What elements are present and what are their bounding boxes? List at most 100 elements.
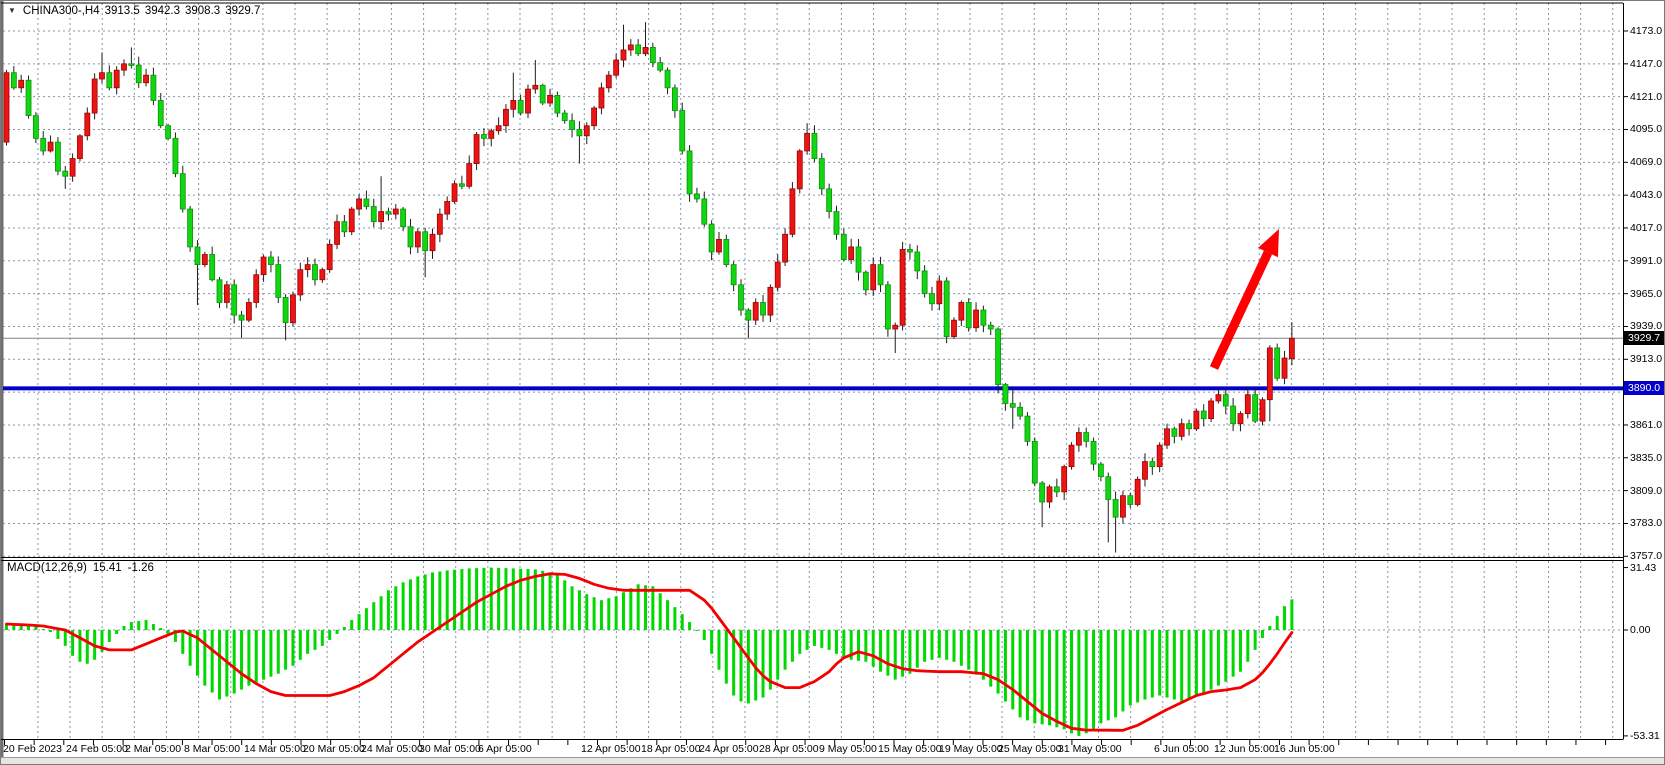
- candle: [150, 74, 157, 101]
- symbol-period-label: CHINA300-,H4: [22, 5, 100, 17]
- candle: [723, 238, 730, 265]
- price-axis-ticks[interactable]: [1623, 30, 1628, 737]
- candle: [1149, 461, 1156, 468]
- macd-bar: [915, 630, 919, 668]
- macd-bar: [577, 590, 581, 630]
- candle: [1061, 466, 1068, 493]
- macd-bar: [195, 630, 199, 676]
- candle: [304, 264, 311, 271]
- macd-bar: [893, 630, 897, 680]
- candle: [796, 150, 803, 190]
- macd-bar: [805, 630, 809, 650]
- candle: [539, 84, 546, 104]
- macd-bar: [871, 630, 875, 667]
- candle: [436, 213, 443, 235]
- macd-bar: [475, 568, 479, 630]
- macd-bar: [1209, 630, 1213, 690]
- macd-bar: [151, 624, 155, 630]
- candle: [223, 284, 230, 303]
- macd-bar: [1136, 630, 1140, 703]
- candle: [473, 134, 480, 164]
- candle: [605, 74, 612, 89]
- candle: [708, 223, 715, 253]
- macd-bar: [519, 568, 523, 630]
- macd-bar: [357, 614, 361, 630]
- macd-bar: [328, 630, 332, 640]
- macd-main-value: 15.41: [92, 562, 122, 574]
- candle: [591, 107, 597, 127]
- macd-bar: [1202, 630, 1206, 693]
- candle: [914, 251, 921, 272]
- candle: [642, 47, 649, 55]
- macd-bar: [364, 608, 368, 630]
- candle: [121, 63, 127, 71]
- candle: [598, 87, 605, 109]
- candle: [135, 64, 142, 84]
- candle: [818, 158, 825, 190]
- candle: [488, 130, 495, 139]
- macd-bar: [1253, 630, 1257, 650]
- macd-bar: [181, 630, 185, 654]
- macd-bar: [1003, 630, 1007, 702]
- horizontal-level-line[interactable]: [3, 386, 1623, 391]
- macd-bar: [218, 630, 222, 700]
- grid-lines: [3, 3, 1623, 739]
- time-axis-ticks[interactable]: [4, 739, 1607, 746]
- candle: [69, 158, 76, 177]
- macd-bar: [1260, 630, 1264, 638]
- candle: [253, 274, 260, 303]
- candle: [194, 246, 201, 265]
- macd-bar: [12, 625, 16, 630]
- candle: [1031, 440, 1038, 484]
- macd-bar: [269, 630, 273, 677]
- candle: [32, 115, 39, 139]
- macd-bar: [812, 630, 816, 646]
- candle: [1193, 410, 1200, 430]
- macd-bar: [666, 600, 670, 630]
- macd-bar: [1246, 630, 1250, 662]
- window-bottom-edge: [1, 757, 1664, 764]
- macd-bar: [739, 630, 743, 702]
- macd-bar: [798, 630, 802, 654]
- candle: [216, 279, 223, 303]
- candle: [458, 183, 465, 187]
- macd-bar: [85, 630, 89, 664]
- macd-bar: [849, 630, 853, 660]
- macd-bar: [585, 594, 589, 630]
- macd-bar: [401, 582, 405, 630]
- candle: [973, 309, 979, 329]
- one-click-trading-expander-icon[interactable]: ▼: [8, 6, 16, 15]
- candle: [907, 249, 913, 253]
- candle: [1134, 478, 1141, 505]
- macd-bar: [981, 630, 985, 680]
- candle: [774, 261, 781, 288]
- candle: [1083, 432, 1090, 442]
- candle: [312, 264, 318, 281]
- candle-bodies: [3, 44, 1295, 518]
- candle: [1222, 394, 1229, 407]
- candle: [958, 302, 965, 321]
- candle: [840, 233, 847, 260]
- candle: [951, 319, 957, 337]
- macd-bar: [607, 598, 611, 630]
- candle: [870, 264, 877, 291]
- macd-bar: [313, 630, 317, 650]
- macd-bar: [695, 630, 699, 631]
- macd-indicator-label: MACD(12,26,9) 15.41 -1.26: [7, 562, 154, 574]
- macd-bar: [768, 630, 772, 690]
- macd-bar: [71, 630, 75, 656]
- macd-bar: [1121, 630, 1125, 712]
- candle: [1120, 495, 1126, 518]
- macd-bar: [879, 630, 883, 672]
- macd-bar: [673, 607, 677, 630]
- candle: [40, 137, 47, 152]
- macd-bar: [636, 584, 640, 630]
- macd-bar: [1128, 630, 1132, 706]
- trend-arrow-icon[interactable]: [1209, 229, 1279, 370]
- ohlc-close: 3929.7: [225, 5, 261, 17]
- macd-bar: [937, 630, 941, 658]
- candle: [495, 125, 502, 132]
- macd-bar: [783, 630, 787, 670]
